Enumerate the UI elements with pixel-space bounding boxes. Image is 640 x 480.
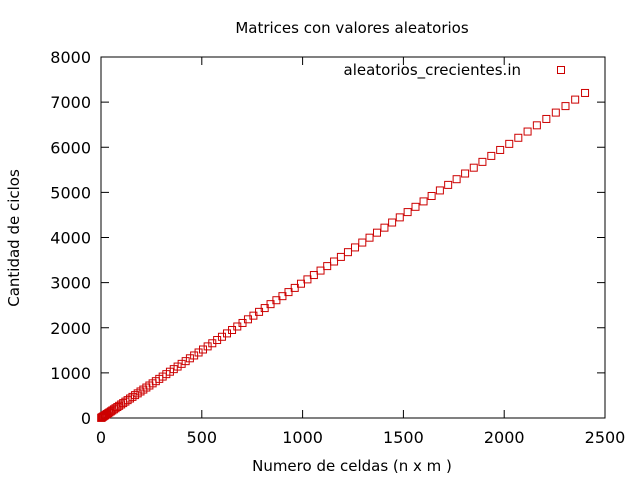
data-point xyxy=(365,233,374,242)
y-tick-label: 8000 xyxy=(50,48,91,67)
y-tick-label: 3000 xyxy=(50,274,91,293)
data-point xyxy=(496,145,505,154)
x-tick-label: 500 xyxy=(187,428,218,447)
data-point xyxy=(380,223,389,232)
data-point xyxy=(316,266,325,275)
data-point xyxy=(351,243,360,252)
data-point xyxy=(388,218,397,227)
data-point xyxy=(330,257,339,266)
data-point xyxy=(487,151,496,160)
data-point xyxy=(323,262,332,271)
x-axis: 0 500 1000 1500 2000 2500 xyxy=(96,57,625,447)
data-point xyxy=(296,279,305,288)
data-point xyxy=(185,354,194,363)
y-tick-label: 6000 xyxy=(50,138,91,157)
data-point xyxy=(435,186,444,195)
chart-title: Matrices con valores aleatorios xyxy=(235,19,469,37)
data-point xyxy=(478,157,487,166)
data-series xyxy=(97,88,590,422)
y-axis: 0 1000 2000 3000 4000 5000 6000 7000 8000 xyxy=(50,48,605,428)
data-point xyxy=(358,238,367,247)
data-point xyxy=(194,348,203,357)
data-point xyxy=(284,288,293,297)
x-tick-label: 2500 xyxy=(585,428,626,447)
plot-border xyxy=(100,56,606,419)
data-point xyxy=(532,121,541,130)
data-point xyxy=(343,248,352,257)
data-point xyxy=(523,127,532,136)
x-tick-label: 2000 xyxy=(484,428,525,447)
y-tick-label: 2000 xyxy=(50,319,91,338)
data-point xyxy=(117,400,126,409)
data-point xyxy=(336,252,345,261)
data-point xyxy=(403,208,412,217)
data-point xyxy=(411,202,420,211)
y-tick-label: 7000 xyxy=(50,93,91,112)
x-tick-label: 1500 xyxy=(383,428,424,447)
data-point xyxy=(452,175,461,184)
data-point xyxy=(290,283,299,292)
data-point xyxy=(561,102,570,111)
y-tick-label: 1000 xyxy=(50,364,91,383)
data-point xyxy=(119,399,128,408)
legend-marker xyxy=(557,66,565,74)
x-tick-label: 1000 xyxy=(282,428,323,447)
plot-frame xyxy=(100,56,606,419)
data-point xyxy=(419,197,428,206)
data-point xyxy=(551,108,560,117)
data-point xyxy=(542,114,551,123)
data-point xyxy=(177,359,186,368)
data-point xyxy=(181,357,190,366)
legend-label: aleatorios_crecientes.in xyxy=(344,61,522,80)
data-point xyxy=(581,88,590,97)
data-point xyxy=(309,271,318,280)
data-point xyxy=(571,95,580,104)
data-point xyxy=(444,180,453,189)
data-point xyxy=(272,296,281,305)
y-axis-label: Cantidad de ciclos xyxy=(5,169,23,307)
data-point xyxy=(303,275,312,284)
data-point xyxy=(514,133,523,142)
data-point xyxy=(427,191,436,200)
y-tick-label: 5000 xyxy=(50,183,91,202)
y-tick-label: 4000 xyxy=(50,229,91,248)
data-point xyxy=(372,228,381,237)
data-point xyxy=(469,163,478,172)
x-tick-label: 0 xyxy=(96,428,106,447)
data-point xyxy=(278,292,287,301)
legend: aleatorios_crecientes.in xyxy=(344,61,565,80)
x-axis-label: Numero de celdas (n x m ) xyxy=(252,457,452,475)
data-point xyxy=(395,213,404,222)
data-point xyxy=(173,362,182,371)
data-point xyxy=(115,401,124,410)
data-point xyxy=(505,139,514,148)
y-tick-label: 0 xyxy=(81,409,91,428)
data-point xyxy=(461,169,470,178)
data-point xyxy=(190,351,199,360)
data-point xyxy=(105,408,114,417)
